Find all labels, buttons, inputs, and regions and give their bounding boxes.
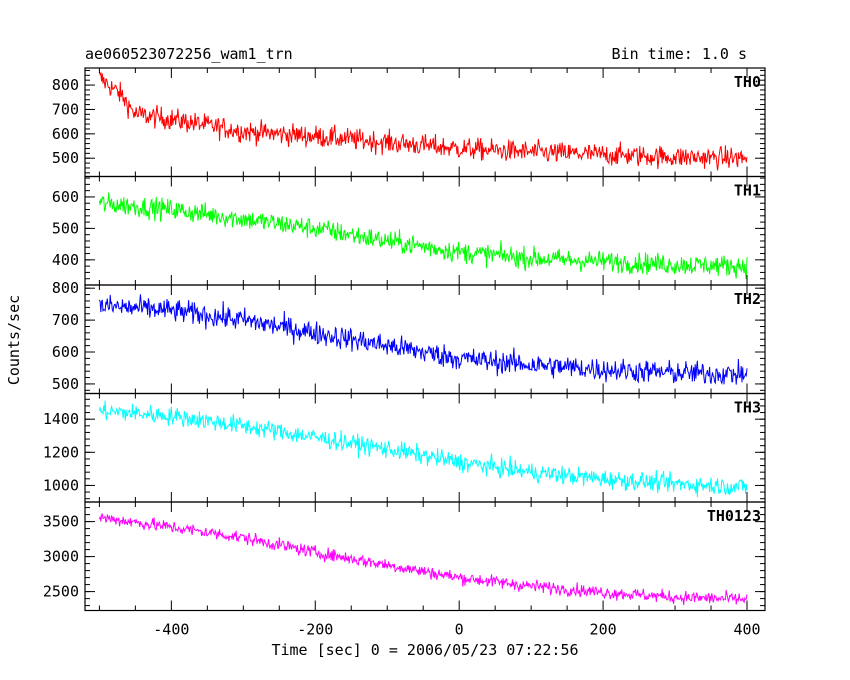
panel-th0: 500 600 700 800 TH0 [52, 67, 766, 178]
chart-title: ae060523072256_wam1_trn [85, 45, 293, 63]
panel-label: TH2 [734, 290, 761, 308]
panel-th1: 400 500 600 TH1 [52, 175, 766, 286]
panel-frame [84, 392, 766, 503]
y-tick-label: 1400 [43, 410, 79, 428]
y-tick-label: 800 [52, 76, 79, 94]
panel-th2: 500 600 700 800 TH2 [52, 279, 766, 395]
y-tick-label: 1200 [43, 443, 79, 461]
x-tick-label: 0 [455, 621, 464, 639]
x-tick-label: -400 [153, 621, 189, 639]
y-tick-label: 3500 [43, 513, 79, 531]
y-tick-label: 1000 [43, 476, 79, 494]
panel-label: TH3 [734, 399, 761, 417]
y-tick-label: 800 [52, 279, 79, 297]
y-tick-label: 700 [52, 311, 79, 329]
y-tick-label: 600 [52, 343, 79, 361]
series-line-th3 [98, 400, 748, 498]
bin-time-label: Bin time: 1.0 s [612, 45, 747, 63]
y-tick-label: 600 [52, 188, 79, 206]
y-tick-label: 3000 [43, 548, 79, 566]
y-tick-label: 500 [52, 149, 79, 167]
y-tick-label: 400 [52, 251, 79, 269]
panels: 500 600 700 800 TH0 400 500 600 TH1 500 600 700 800 T… [43, 67, 766, 639]
panel-th3: 1000 1200 1400 TH3 [43, 392, 766, 503]
y-axis-label: Counts/sec [5, 295, 23, 385]
series-line-th1 [98, 192, 748, 280]
panel-label: TH0123 [707, 507, 761, 525]
y-tick-label: 500 [52, 375, 79, 393]
series-line-th0 [98, 71, 748, 171]
series-line-th0123 [98, 513, 748, 605]
panel-frame [84, 284, 766, 395]
y-tick-label: 2500 [43, 583, 79, 601]
x-tick-label: 400 [733, 621, 760, 639]
y-tick-label: 600 [52, 125, 79, 143]
panel-frame [84, 67, 766, 178]
x-tick-label: -200 [297, 621, 333, 639]
x-tick-label: 200 [590, 621, 617, 639]
y-tick-label: 700 [52, 100, 79, 118]
panel-label: TH0 [734, 73, 761, 91]
panel-frame [84, 175, 766, 286]
y-tick-label: 500 [52, 219, 79, 237]
panel-label: TH1 [734, 182, 761, 200]
panel-th0123: 2500 3000 3500 TH0123 [43, 501, 766, 612]
x-axis-label: Time [sec] 0 = 2006/05/23 07:22:56 [271, 641, 578, 659]
series-line-th2 [98, 294, 748, 385]
